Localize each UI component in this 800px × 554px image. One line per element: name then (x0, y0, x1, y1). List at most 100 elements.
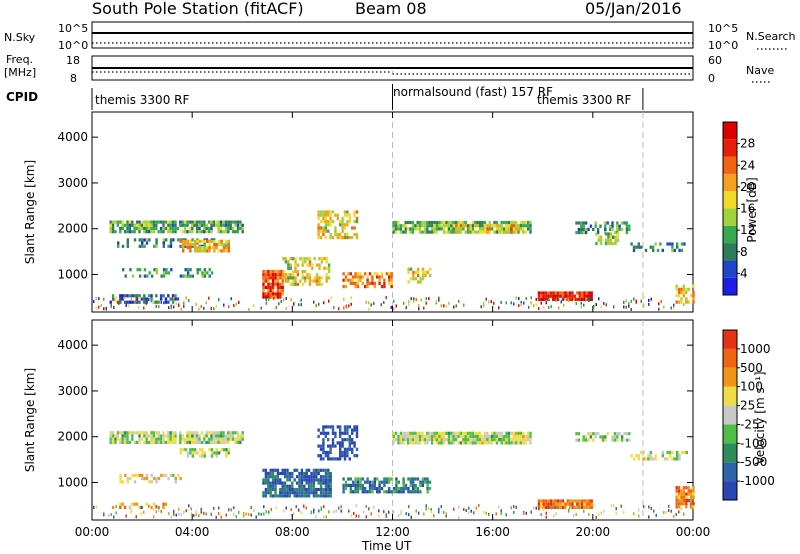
power-cell (414, 224, 417, 228)
power-cell (616, 221, 619, 225)
velocity-cell (121, 431, 124, 435)
velocity-noise-cell (603, 509, 605, 513)
power-cell (510, 220, 513, 225)
velocity-cell (353, 441, 356, 445)
velocity-noise-cell (140, 512, 142, 516)
velocity-cell (140, 431, 144, 435)
velocity-cell (685, 505, 688, 509)
power-cell (343, 226, 347, 230)
power-cell (406, 227, 410, 231)
velocity-cell (414, 477, 417, 481)
power-cell (493, 230, 496, 234)
velocity-cell (406, 441, 410, 445)
velocity-cell (495, 434, 499, 439)
power-cell (416, 224, 419, 228)
velocity-cell (642, 450, 645, 455)
velocity-cell (267, 487, 270, 492)
velocity-cell (395, 477, 398, 481)
power-cell (481, 220, 484, 225)
power-cell (198, 220, 201, 224)
power-colorbar-segment (723, 156, 737, 174)
velocity-cell (241, 437, 244, 441)
velocity-noise-cell (385, 513, 387, 517)
velocity-cell (303, 494, 306, 498)
velocity-cell (319, 484, 323, 488)
power-cell (457, 224, 460, 228)
power-cell (353, 213, 356, 217)
velocity-cell (303, 471, 306, 476)
velocity-cell (392, 490, 396, 494)
velocity-cell (371, 480, 374, 484)
power-cell (611, 224, 614, 228)
power-cell (671, 242, 674, 246)
power-noise-cell (568, 299, 570, 303)
velocity-noise-cell (173, 509, 175, 513)
power-cell (354, 272, 357, 276)
velocity-cell (426, 434, 429, 439)
power-cell (291, 282, 295, 286)
power-cell (184, 268, 187, 272)
power-cell (566, 294, 569, 298)
velocity-cell (346, 454, 349, 458)
velocity-cell (371, 483, 374, 487)
velocity-cell (145, 502, 148, 506)
power-noise-cell (218, 298, 220, 302)
velocity-cell (519, 438, 523, 442)
velocity-cell (269, 484, 272, 488)
velocity-cell (324, 491, 328, 495)
velocity-cell (428, 480, 432, 484)
power-cell (561, 297, 565, 301)
velocity-cell (661, 454, 664, 458)
velocity-cell (339, 441, 342, 445)
power-noise-cell (368, 307, 370, 311)
velocity-cell (264, 491, 268, 495)
velocity-cell (687, 492, 690, 496)
velocity-cell (359, 487, 362, 491)
power-cell (417, 280, 420, 284)
velocity-cell (227, 437, 230, 441)
velocity-cell (231, 431, 235, 435)
power-cell (430, 230, 434, 234)
velocity-noise-cell (670, 509, 672, 513)
power-cell (419, 277, 422, 281)
power-cell (111, 220, 115, 224)
velocity-cell (317, 481, 320, 485)
power-cell (128, 226, 132, 231)
velocity-cell (274, 494, 277, 498)
velocity-noise-cell (533, 506, 535, 510)
power-noise-cell (415, 298, 417, 302)
velocity-cell (649, 457, 652, 461)
power-cell (234, 223, 237, 227)
velocity-cell (276, 494, 280, 498)
velocity-cell (210, 431, 213, 435)
velocity-noise-cell (290, 514, 292, 518)
power-cell (495, 227, 499, 231)
power-cell (616, 224, 619, 228)
velocity-cell (281, 491, 284, 495)
power-cell (522, 227, 525, 231)
power-cell (348, 213, 351, 217)
power-cell (474, 230, 477, 234)
power-cell (262, 295, 265, 299)
power-cell (414, 277, 417, 281)
power-cell (281, 285, 284, 290)
power-cell (392, 224, 395, 228)
velocity-noise-cell (678, 510, 680, 514)
velocity-cell (111, 431, 115, 435)
velocity-cell (594, 435, 597, 439)
velocity-cell (293, 468, 296, 472)
velocity-cell (426, 490, 429, 494)
velocity-cell (126, 477, 129, 481)
power-cell (637, 242, 640, 246)
velocity-noise-cell (655, 513, 657, 517)
velocity-cell (474, 434, 477, 439)
velocity-noise-cell (553, 514, 555, 518)
power-cell (188, 226, 192, 231)
power-cell (607, 238, 610, 242)
power-cell (196, 271, 199, 275)
velocity-cell (281, 494, 284, 498)
velocity-cell (327, 478, 330, 482)
velocity-cell (584, 435, 588, 439)
power-cell (276, 279, 280, 283)
power-cell (189, 274, 192, 278)
